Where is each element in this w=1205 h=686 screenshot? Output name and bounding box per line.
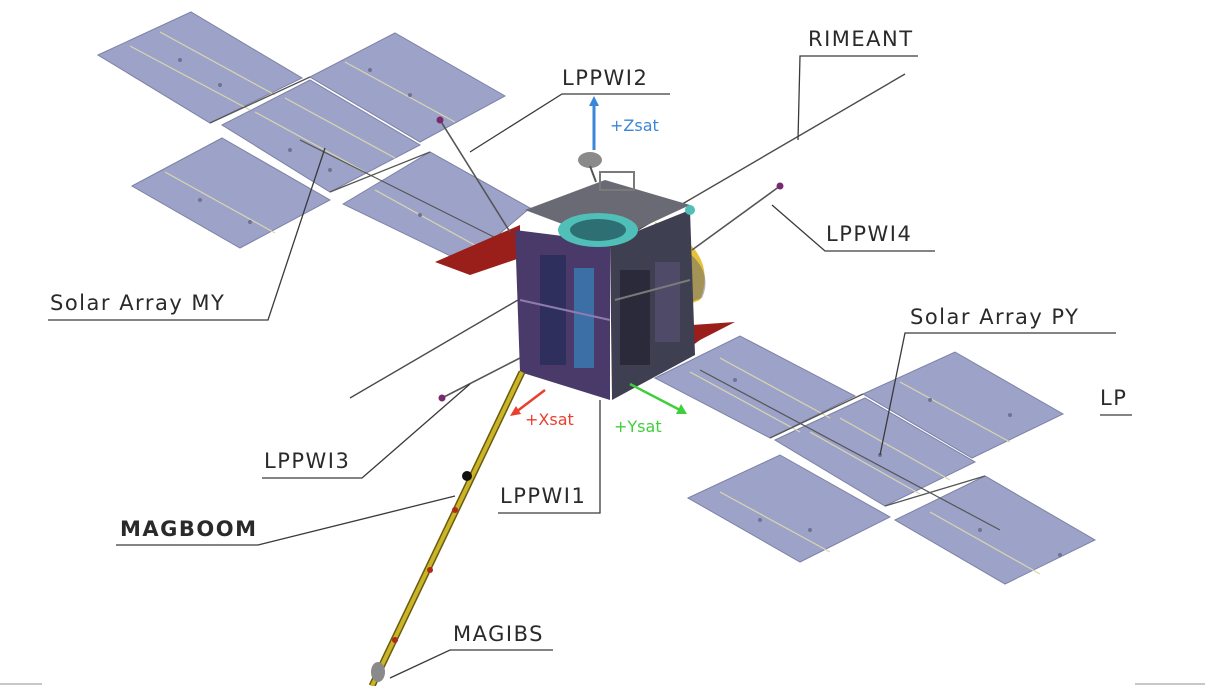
solar-array-my-leader — [48, 147, 326, 321]
rimeant-label: RIMEANT — [808, 27, 914, 51]
lppwi1-leader — [498, 400, 601, 514]
xsat-arrow — [515, 389, 546, 413]
ysat-arrow — [629, 382, 681, 412]
magibs-label: MAGIBS — [453, 622, 544, 646]
magboom-hinge — [462, 471, 472, 481]
lppwi3-boom — [441, 357, 521, 399]
rimeant-leader — [797, 55, 918, 141]
spacecraft-body — [515, 152, 695, 400]
lppwi4-leader — [771, 204, 935, 252]
lp-label: LP — [1100, 386, 1127, 410]
zsat-label: +Zsat — [610, 116, 659, 135]
lppwi4-label: LPPWI4 — [826, 222, 912, 246]
ysat-label: +Ysat — [614, 417, 662, 436]
lppwi4-boom — [691, 185, 781, 251]
radiator-left — [435, 225, 520, 275]
magboom-leader — [116, 495, 456, 546]
lppwi2-leader — [469, 93, 670, 153]
lppwi3-leader — [262, 383, 471, 479]
solar-array-py — [653, 335, 1097, 585]
solar-array-py-leader — [879, 332, 1116, 456]
magboom-label: MAGBOOM — [120, 517, 258, 541]
lppwi2-label: LPPWI2 — [562, 66, 648, 90]
magibs-leader — [389, 649, 553, 679]
lppwi1-label: LPPWI1 — [500, 484, 586, 508]
lppwi2-boom — [439, 119, 511, 233]
lppwi3-label: LPPWI3 — [264, 449, 350, 473]
solar-array-my-label: Solar Array MY — [50, 291, 225, 315]
solar-array-my — [96, 11, 531, 264]
xsat-label: +Xsat — [525, 410, 574, 429]
solar-array-py-label: Solar Array PY — [910, 305, 1079, 329]
